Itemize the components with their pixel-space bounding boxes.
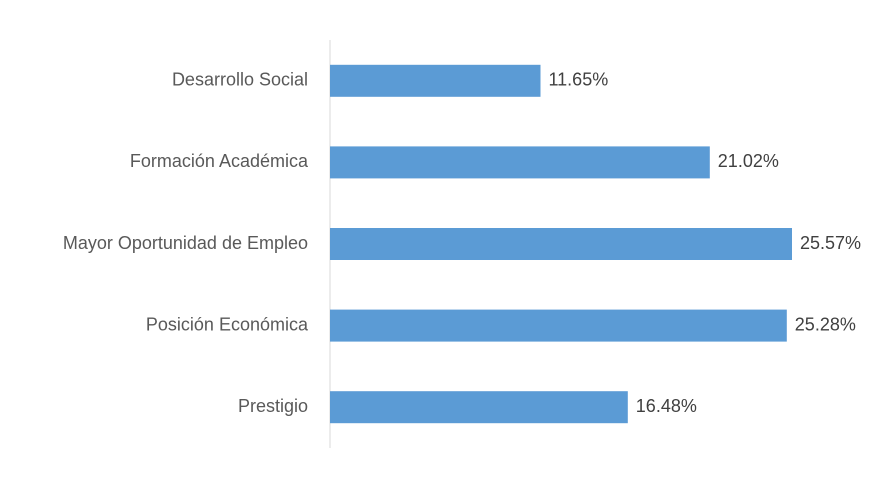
bar-1 [330,64,541,97]
category-label: Desarrollo Social [172,70,308,90]
data-label: 21.02% [718,151,779,171]
data-label: 16.48% [636,396,697,416]
bar-4 [330,309,787,342]
data-label: 25.28% [795,314,856,334]
bar-2 [330,146,710,179]
category-label: Formación Académica [130,151,309,171]
category-label: Mayor Oportunidad de Empleo [63,233,308,253]
bar-5 [330,391,628,424]
category-label: Prestigio [238,396,308,416]
bars-group [330,64,792,424]
value-labels-group: 11.65% 21.02% 25.57% 25.28% 16.48% [549,70,862,416]
category-labels-group: Desarrollo Social Formación Académica Mayo… [63,70,309,416]
data-label: 25.57% [800,233,861,253]
category-label: Posición Económica [146,314,309,334]
bar-3 [330,228,792,260]
data-label: 11.65% [549,70,609,90]
